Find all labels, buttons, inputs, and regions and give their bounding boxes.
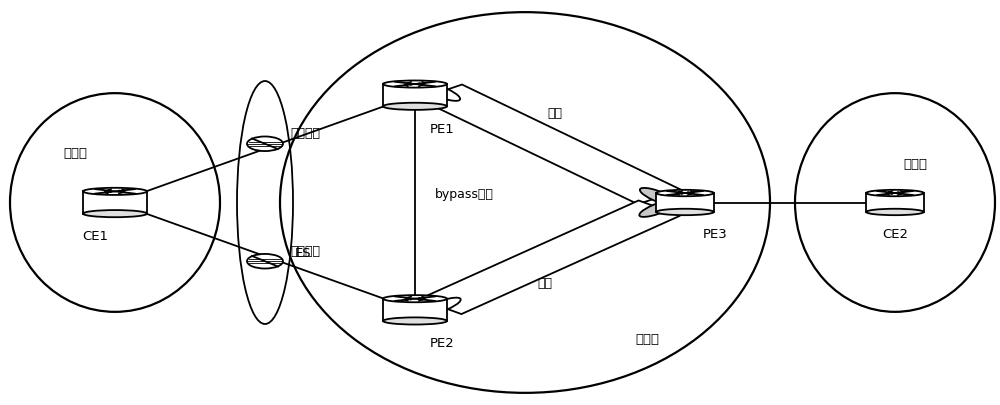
Ellipse shape bbox=[83, 188, 147, 195]
Text: CE2: CE2 bbox=[882, 228, 908, 241]
Ellipse shape bbox=[656, 209, 714, 215]
Text: bypass链路: bypass链路 bbox=[435, 188, 494, 201]
Ellipse shape bbox=[640, 188, 679, 206]
Polygon shape bbox=[420, 200, 680, 314]
Circle shape bbox=[247, 136, 283, 151]
Ellipse shape bbox=[639, 199, 680, 217]
Ellipse shape bbox=[383, 103, 447, 110]
Text: 隧道: 隧道 bbox=[548, 107, 562, 120]
Text: PE1: PE1 bbox=[430, 122, 455, 136]
Polygon shape bbox=[383, 84, 447, 107]
Text: CE1: CE1 bbox=[82, 230, 108, 243]
Ellipse shape bbox=[420, 298, 461, 315]
Text: 用户侧: 用户侧 bbox=[63, 147, 87, 160]
Ellipse shape bbox=[866, 190, 924, 196]
Ellipse shape bbox=[383, 295, 447, 302]
Text: 隧道: 隧道 bbox=[538, 277, 552, 290]
Polygon shape bbox=[419, 85, 681, 204]
Text: PE2: PE2 bbox=[430, 337, 455, 350]
Circle shape bbox=[247, 254, 283, 269]
Ellipse shape bbox=[421, 83, 460, 101]
Ellipse shape bbox=[383, 318, 447, 324]
Ellipse shape bbox=[866, 209, 924, 215]
Polygon shape bbox=[866, 193, 924, 212]
Text: 第二链路: 第二链路 bbox=[290, 245, 320, 258]
Text: 网络侧: 网络侧 bbox=[636, 333, 660, 346]
Text: 第一链路: 第一链路 bbox=[290, 127, 320, 140]
Text: 用户侧: 用户侧 bbox=[903, 158, 927, 171]
Polygon shape bbox=[83, 192, 147, 214]
Ellipse shape bbox=[83, 210, 147, 217]
Text: ES: ES bbox=[295, 247, 312, 260]
Ellipse shape bbox=[383, 81, 447, 87]
Text: PE3: PE3 bbox=[703, 228, 728, 241]
Polygon shape bbox=[383, 299, 447, 321]
Polygon shape bbox=[656, 193, 714, 212]
Ellipse shape bbox=[656, 190, 714, 196]
